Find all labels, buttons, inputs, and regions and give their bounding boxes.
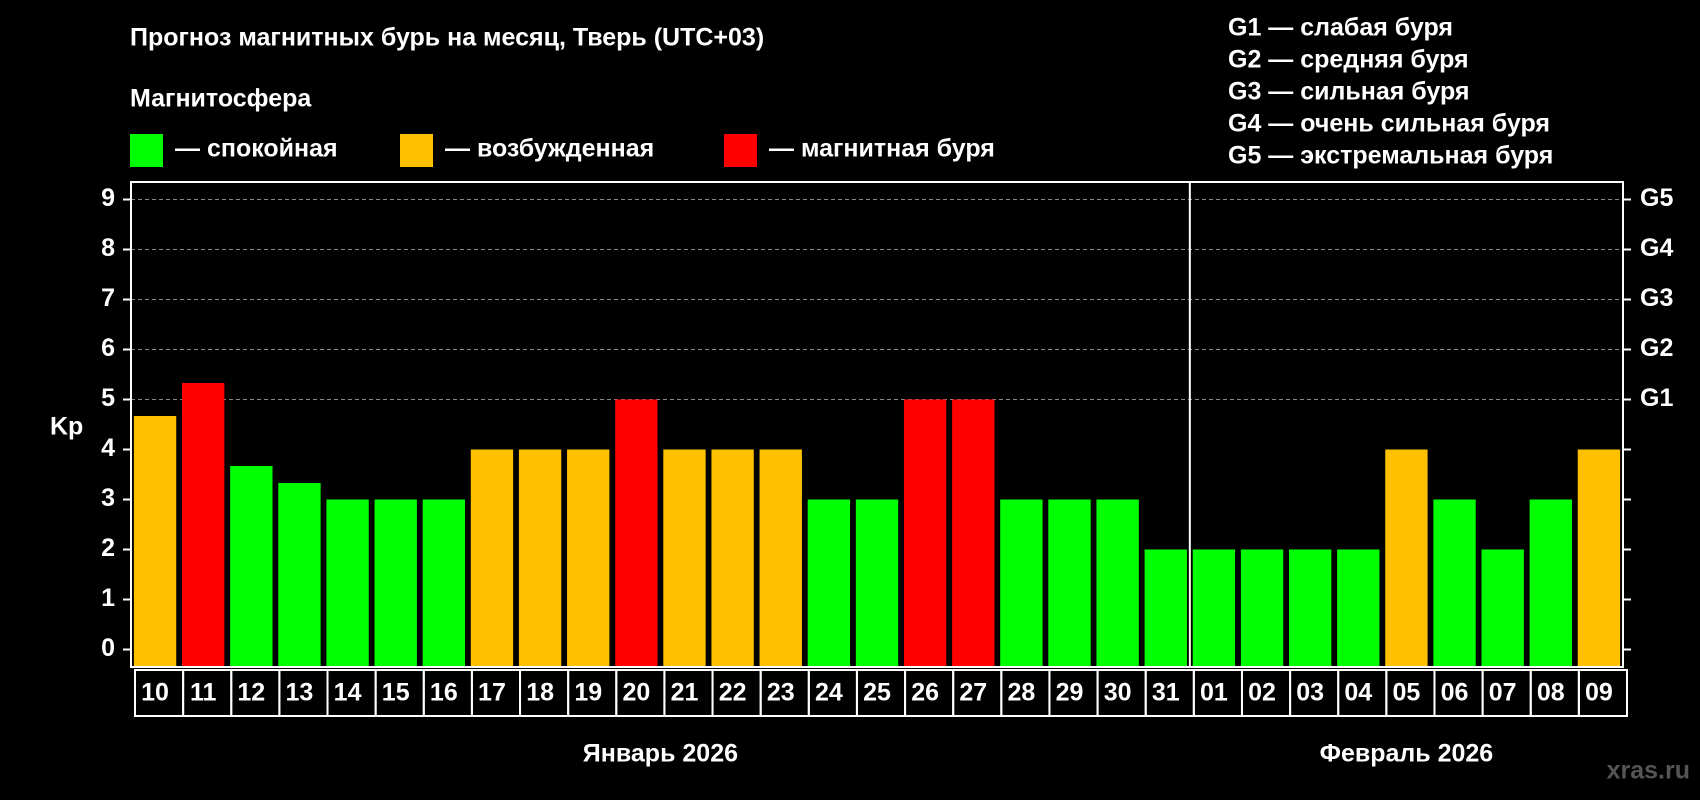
bar <box>133 416 177 667</box>
x-group-label: Январь 2026 <box>583 740 738 768</box>
bar <box>567 449 610 667</box>
x-tick-label: 03 <box>1296 679 1324 707</box>
bar <box>903 399 947 667</box>
bar <box>1529 499 1572 667</box>
y2-tick-label: G4 <box>1640 234 1673 262</box>
x-tick-label: 08 <box>1537 679 1565 707</box>
bar <box>1192 549 1236 667</box>
x-tick-label: 23 <box>767 679 795 707</box>
x-tick-label: 13 <box>286 679 314 707</box>
y-tick-label: 7 <box>101 284 115 312</box>
y2-tick-label: G3 <box>1640 284 1673 312</box>
x-tick-label: 18 <box>526 679 554 707</box>
x-tick-label: 20 <box>622 679 650 707</box>
legend-swatch <box>130 134 163 167</box>
x-tick-label: 06 <box>1441 679 1469 707</box>
legend-label: — спокойная <box>175 135 338 163</box>
category-box <box>1577 669 1629 717</box>
x-tick-label: 15 <box>382 679 410 707</box>
y-tick-label: 9 <box>101 184 115 212</box>
scale-legend-item: G3 — сильная буря <box>1228 78 1470 106</box>
x-tick-label: 05 <box>1393 679 1421 707</box>
bar <box>1000 499 1043 667</box>
x-tick-label: 29 <box>1056 679 1084 707</box>
y2-tick-label: G2 <box>1640 334 1673 362</box>
bar <box>759 449 802 667</box>
bar <box>182 383 225 667</box>
x-tick-label: 25 <box>863 679 891 707</box>
x-tick-label: 21 <box>671 679 699 707</box>
bar <box>1577 449 1621 667</box>
x-tick-label: 01 <box>1200 679 1228 707</box>
y-axis-label: Kp <box>50 413 83 441</box>
x-tick-label: 16 <box>430 679 458 707</box>
bar <box>1240 549 1284 667</box>
bar <box>1337 549 1380 667</box>
legend-swatch <box>724 134 757 167</box>
bar <box>422 499 466 667</box>
y-tick-label: 1 <box>101 584 115 612</box>
legend-label: — возбужденная <box>445 135 654 163</box>
bar <box>663 449 706 667</box>
x-tick-label: 22 <box>719 679 747 707</box>
bar <box>278 483 321 667</box>
bar <box>711 449 754 667</box>
x-tick-label: 12 <box>237 679 265 707</box>
bar <box>1481 549 1524 667</box>
x-tick-label: 26 <box>911 679 939 707</box>
bar <box>615 399 658 667</box>
bar <box>952 399 995 667</box>
x-tick-label: 28 <box>1007 679 1035 707</box>
scale-legend-item: G5 — экстремальная буря <box>1228 142 1553 170</box>
bar <box>855 499 899 667</box>
bar <box>1048 499 1091 667</box>
subtitle: Магнитосфера <box>130 85 312 113</box>
y-tick-label: 0 <box>101 634 115 662</box>
bar <box>1433 499 1476 667</box>
watermark: xras.ru <box>1607 757 1690 785</box>
bar <box>374 499 417 667</box>
x-tick-label: 27 <box>959 679 987 707</box>
x-tick-label: 24 <box>815 679 843 707</box>
bar <box>1385 449 1428 667</box>
x-tick-label: 14 <box>334 679 362 707</box>
y-tick-label: 4 <box>101 434 115 462</box>
y2-tick-label: G5 <box>1640 184 1673 212</box>
legend-swatch <box>400 134 433 167</box>
legend-label: — магнитная буря <box>769 135 995 163</box>
x-group-label: Февраль 2026 <box>1320 740 1494 768</box>
bar <box>807 499 851 667</box>
x-tick-label: 09 <box>1585 679 1613 707</box>
x-tick-label: 17 <box>478 679 506 707</box>
bar <box>1096 499 1139 667</box>
scale-legend-item: G2 — средняя буря <box>1228 46 1469 74</box>
bar <box>326 499 369 667</box>
chart-title: Прогноз магнитных бурь на месяц, Тверь (… <box>130 24 764 52</box>
x-tick-label: 02 <box>1248 679 1276 707</box>
x-tick-label: 11 <box>190 679 217 707</box>
y-tick-label: 8 <box>101 234 115 262</box>
y-tick-label: 2 <box>101 534 115 562</box>
x-tick-label: 10 <box>141 679 169 707</box>
bar <box>470 449 514 667</box>
scale-legend-item: G4 — очень сильная буря <box>1228 110 1550 138</box>
x-tick-label: 07 <box>1489 679 1517 707</box>
x-tick-label: 19 <box>574 679 602 707</box>
plot-frame <box>130 181 1624 668</box>
scale-legend-item: G1 — слабая буря <box>1228 14 1453 42</box>
x-tick-label: 30 <box>1104 679 1132 707</box>
x-tick-label: 31 <box>1152 679 1180 707</box>
y-tick-label: 6 <box>101 334 115 362</box>
bar <box>518 449 562 667</box>
y2-tick-label: G1 <box>1640 384 1673 412</box>
x-tick-label: 04 <box>1344 679 1372 707</box>
bar <box>1288 549 1332 667</box>
y-tick-label: 5 <box>101 384 115 412</box>
bar <box>1144 549 1187 667</box>
bar <box>230 466 273 667</box>
y-tick-label: 3 <box>101 484 115 512</box>
